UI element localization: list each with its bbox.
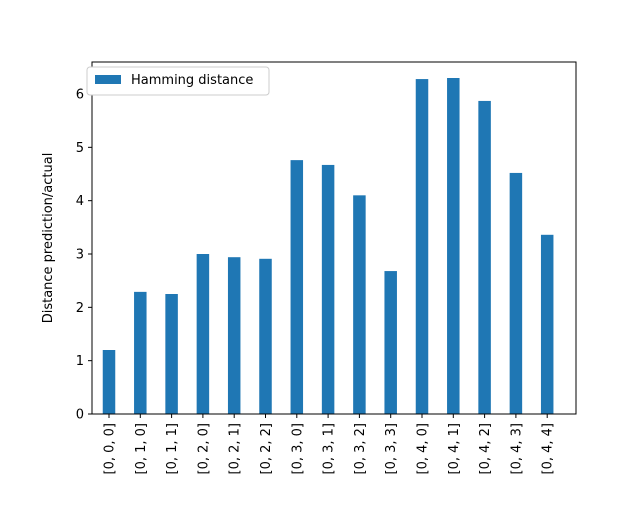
legend-swatch <box>95 75 121 84</box>
bar <box>196 254 210 414</box>
x-tick-label: [0, 1, 0] <box>134 423 149 475</box>
bar <box>227 257 241 414</box>
bar <box>102 350 116 414</box>
legend-box <box>86 66 270 96</box>
legend-label: Hamming distance <box>131 73 253 88</box>
x-tick-label: [0, 3, 3] <box>384 423 399 475</box>
bar <box>165 294 178 414</box>
bar <box>540 234 554 414</box>
bar <box>290 160 304 414</box>
y-tick-label: 5 <box>76 141 84 156</box>
bar <box>134 291 147 414</box>
x-tick-label: [0, 3, 2] <box>353 423 368 475</box>
x-tick-label: [0, 2, 2] <box>259 423 274 475</box>
bar <box>447 78 460 414</box>
x-tick-label: [0, 1, 1] <box>165 423 180 475</box>
bar-group <box>102 78 554 415</box>
y-axis-ticks: 0 1 2 3 4 5 6 <box>76 88 92 423</box>
y-tick-label: 2 <box>76 301 84 316</box>
y-tick-label: 0 <box>76 408 84 423</box>
legend: Hamming distance <box>86 66 270 96</box>
x-tick-label: [0, 4, 2] <box>478 423 493 475</box>
bar <box>415 79 429 414</box>
x-tick-label: [0, 2, 1] <box>228 423 243 475</box>
y-tick-label: 1 <box>76 354 84 369</box>
y-tick-label: 4 <box>76 194 84 209</box>
bar <box>384 271 397 414</box>
x-tick-label: [0, 4, 0] <box>416 423 431 475</box>
x-axis-ticks: [0, 0, 0] [0, 1, 0] [0, 1, 1] [0, 2, 0] [0, … <box>103 414 556 475</box>
bar <box>321 164 335 414</box>
y-axis-label: Distance prediction/actual <box>41 153 56 324</box>
bar <box>259 258 272 414</box>
x-tick-label: [0, 2, 0] <box>196 423 211 475</box>
y-tick-label: 6 <box>76 88 84 103</box>
x-tick-label: [0, 4, 1] <box>447 423 462 475</box>
bar <box>353 195 366 414</box>
bar <box>478 100 491 415</box>
y-tick-label: 3 <box>76 248 84 263</box>
plot-frame <box>91 61 577 415</box>
x-tick-label: [0, 4, 3] <box>509 423 524 475</box>
x-tick-label: [0, 0, 0] <box>103 423 118 475</box>
bar <box>509 172 523 414</box>
x-tick-label: [0, 3, 1] <box>322 423 337 475</box>
x-tick-label: [0, 4, 4] <box>541 423 556 475</box>
x-tick-label: [0, 3, 0] <box>290 423 305 475</box>
